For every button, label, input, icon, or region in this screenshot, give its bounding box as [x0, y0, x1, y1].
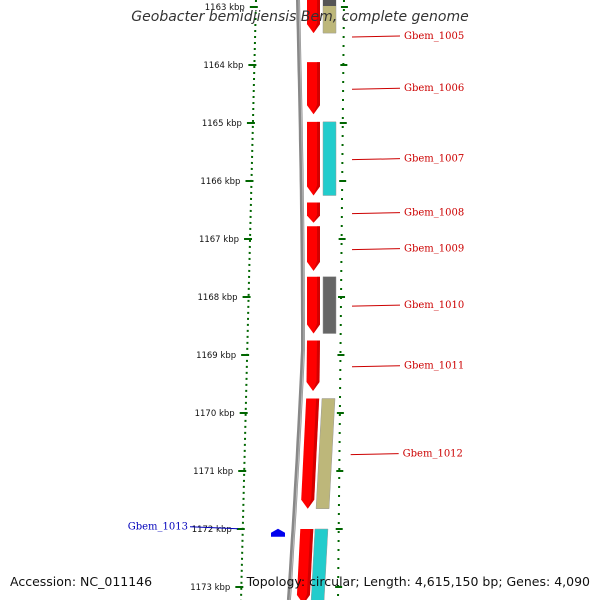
gene-arrow[interactable]	[307, 226, 320, 271]
length-label: Length:	[363, 574, 411, 589]
gene-gbem_1011[interactable]	[306, 340, 320, 391]
gene-label[interactable]: Gbem_1009	[404, 244, 464, 255]
ruler-tick-label: 1167 kbp	[199, 235, 239, 245]
gene-label-leader	[351, 365, 401, 368]
gene-label-leader	[351, 304, 401, 307]
gene-gbem_1012[interactable]	[301, 398, 336, 509]
gene-arrow-shade	[313, 202, 320, 223]
genome-backbone-highlight	[289, 0, 305, 601]
gene-product-band[interactable]	[310, 528, 329, 604]
gene-product-band[interactable]	[322, 121, 337, 196]
accession-value: NC_011146	[80, 574, 153, 589]
gene-gbem_1005[interactable]	[307, 0, 337, 34]
gene-arrow[interactable]	[307, 62, 320, 115]
gene-label-leader	[189, 526, 239, 530]
gene-gbem_1007[interactable]	[307, 121, 337, 196]
gene-label[interactable]: Gbem_1006	[404, 83, 464, 94]
ruler-tick-label: 1173 kbp	[190, 583, 230, 593]
gene-arrow-shade	[313, 121, 320, 196]
ruler-tick-label: 1163 kbp	[205, 3, 245, 13]
gene-label[interactable]: Gbem_1007	[404, 154, 464, 165]
genome-stats: Topology: circular; Length: 4,615,150 bp…	[246, 574, 590, 589]
genome-backbone-line	[286, 0, 305, 601]
gene-label[interactable]: Gbem_1008	[404, 208, 464, 219]
gene-label[interactable]: Gbem_1013	[128, 522, 188, 533]
gene-arrow-shade	[313, 62, 320, 115]
genes-value: 4,090	[554, 574, 590, 589]
gene-arrow-shade	[313, 0, 320, 34]
gene-label[interactable]: Gbem_1012	[403, 449, 463, 460]
gene-label-leader	[351, 87, 401, 90]
ruler-tick-label: 1172 kbp	[192, 525, 232, 535]
ruler-tick-label: 1169 kbp	[196, 351, 236, 361]
topology-label: Topology:	[246, 574, 306, 589]
gene-product-band[interactable]	[322, 0, 337, 34]
gene-gbem_1009[interactable]	[307, 226, 320, 271]
gene-arrow-shade	[313, 276, 320, 334]
gene-arrow[interactable]	[307, 276, 320, 334]
ruler-tick-label: 1171 kbp	[193, 467, 233, 477]
gene-arrow-shade	[307, 398, 320, 509]
partial-feature-top	[323, 0, 336, 6]
ruler-tick-label: 1164 kbp	[203, 61, 243, 71]
gene-arrow-shade	[313, 340, 320, 391]
length-value: 4,615,150 bp	[414, 574, 499, 589]
ruler-tick-label: 1168 kbp	[198, 293, 238, 303]
gene-gbem_1010[interactable]	[307, 276, 337, 334]
gene-arrow-shade	[313, 226, 320, 271]
gene-label-leader	[351, 212, 401, 215]
gene-product-band[interactable]	[315, 398, 336, 509]
ruler-axis-right	[337, 0, 345, 601]
gene-partial[interactable]	[296, 528, 329, 604]
gene-label-leader	[350, 453, 399, 456]
gene-arrow-shade	[303, 529, 314, 604]
topology-value: circular	[309, 574, 356, 589]
gene-gbem_1013[interactable]	[271, 528, 285, 537]
gene-gbem_1008[interactable]	[307, 202, 320, 223]
gene-track[interactable]	[271, 0, 337, 604]
gene-label[interactable]: Gbem_1005	[404, 31, 464, 42]
gene-label-leader	[351, 35, 401, 38]
rna-feature-mark[interactable]	[271, 528, 285, 537]
gene-gbem_1006[interactable]	[307, 62, 320, 115]
gene-arrow[interactable]	[307, 121, 320, 196]
ruler-tick-label: 1165 kbp	[202, 119, 242, 129]
genome-backbone	[286, 0, 305, 601]
gene-label-leader	[351, 158, 401, 161]
genes-label: Genes:	[506, 574, 551, 589]
ruler-axis-left	[240, 0, 257, 601]
coordinate-ruler: 1163 kbp 1164 kbp 1165 kbp 1166 kbp 1167 kbp…	[190, 0, 348, 601]
accession-label: Accession:	[10, 574, 77, 589]
gene-product-band[interactable]	[322, 276, 337, 334]
genome-title: Geobacter bemidjiensis Bem, complete gen…	[131, 9, 469, 25]
gene-labels: Gbem_1005 Gbem_1006 Gbem_1007 Gbem_1008 Gbem…	[128, 31, 465, 533]
gene-label[interactable]: Gbem_1010	[404, 300, 464, 311]
gene-label[interactable]: Gbem_1011	[404, 361, 464, 372]
ruler-tick-label: 1170 kbp	[195, 409, 235, 419]
ruler-tick-label: 1166 kbp	[200, 177, 240, 187]
gene-label-leader	[351, 248, 401, 251]
accession-info: Accession: NC_011146	[10, 574, 152, 589]
